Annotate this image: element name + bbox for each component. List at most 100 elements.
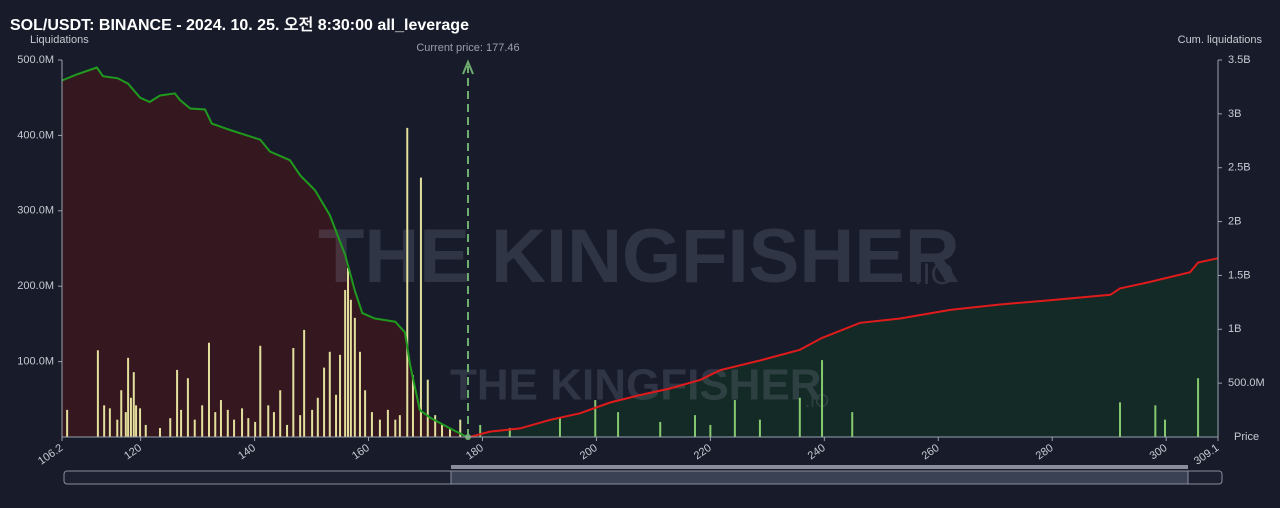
y2-axis-label: Cum. liquidations: [1178, 34, 1263, 46]
bar: [733, 400, 736, 437]
cumulative-line: [469, 257, 1219, 438]
bar: [508, 427, 511, 437]
bar: [286, 424, 289, 437]
bar: [132, 372, 135, 437]
bar: [394, 419, 397, 437]
scrollbar[interactable]: [63, 465, 1223, 485]
bar: [267, 405, 270, 437]
bar: [311, 409, 314, 437]
bar: [158, 427, 161, 437]
bar: [419, 177, 422, 437]
bar: [344, 289, 347, 437]
bar: [201, 405, 204, 437]
y2-tick-label: 1B: [1228, 323, 1241, 335]
bar: [186, 378, 189, 437]
bar: [96, 350, 99, 437]
bar: [144, 424, 147, 437]
bar: [558, 418, 561, 437]
bar: [758, 419, 761, 437]
bar: [233, 419, 236, 437]
bar: [798, 397, 801, 437]
bar: [448, 427, 451, 437]
y-axis-label: Liquidations: [30, 34, 89, 46]
bar: [207, 342, 210, 437]
bar: [129, 397, 132, 437]
bar: [349, 299, 352, 437]
scroll-grip[interactable]: [451, 465, 1188, 469]
bar: [434, 415, 437, 437]
bar: [303, 329, 306, 437]
x-axis-label: Price: [1234, 431, 1259, 443]
y2-tick-label: 2.5B: [1228, 162, 1251, 174]
bar: [1154, 405, 1157, 437]
cumulative-line: [61, 66, 468, 438]
bar: [364, 390, 367, 437]
bar: [176, 369, 179, 437]
bar: [323, 367, 326, 437]
y-tick-label: 500.0M: [17, 54, 54, 66]
scroll-thumb[interactable]: [450, 470, 1189, 485]
bar: [328, 351, 331, 437]
bar: [116, 419, 119, 437]
bar: [292, 348, 295, 437]
bar: [272, 412, 275, 437]
bar: [335, 394, 338, 437]
bar: [479, 424, 482, 437]
bar: [426, 379, 429, 437]
bar: [353, 317, 356, 437]
chart-title: SOL/USDT: BINANCE - 2024. 10. 25. 오전 8:3…: [10, 16, 469, 34]
bar: [851, 412, 854, 437]
bar: [1119, 402, 1122, 437]
bar: [193, 419, 196, 437]
bar: [180, 409, 183, 437]
watermark-text: THE KINGFISHER: [450, 361, 822, 410]
bar: [108, 408, 111, 437]
bar: [594, 400, 597, 437]
bar: [406, 127, 409, 438]
bar: [339, 354, 342, 437]
bar: [247, 418, 250, 437]
current-price-label: Current price: 177.46: [416, 42, 519, 54]
y2-tick-label: 3.5B: [1228, 54, 1251, 66]
y-tick-label: 200.0M: [17, 280, 54, 292]
bar: [617, 412, 620, 437]
current-price-arrow: [462, 59, 474, 75]
y-tick-label: 100.0M: [17, 356, 54, 368]
bar: [226, 409, 229, 437]
y2-tick-label: 500.0M: [1228, 377, 1265, 389]
bar: [386, 409, 389, 437]
bar: [254, 421, 257, 437]
y-tick-label: 300.0M: [17, 205, 54, 217]
bar: [279, 390, 282, 437]
bar: [169, 418, 172, 437]
area: [62, 67, 468, 437]
watermark-text: THE KINGFISHER: [318, 214, 960, 299]
bar: [135, 405, 138, 437]
bar: [441, 424, 444, 437]
bar: [316, 397, 319, 437]
bar: [378, 419, 381, 437]
bar: [66, 409, 69, 437]
bar: [821, 360, 824, 437]
bar: [219, 400, 222, 437]
bar: [120, 390, 123, 437]
y2-tick-label: 1.5B: [1228, 269, 1251, 281]
bar: [299, 415, 302, 437]
bar: [411, 375, 414, 437]
y2-tick-label: 3B: [1228, 108, 1241, 120]
bar: [459, 419, 462, 437]
bar: [214, 412, 217, 437]
bar: [127, 357, 130, 437]
bar: [347, 268, 350, 437]
watermark: THE KINGFISHER .IO THE KINGFISHER .IO: [318, 214, 960, 411]
bar: [241, 408, 244, 437]
bar: [659, 421, 662, 437]
bar: [103, 405, 106, 437]
bar: [358, 351, 361, 437]
y-tick-label: 400.0M: [17, 129, 54, 141]
bar: [259, 345, 262, 437]
watermark-suffix: .IO: [805, 391, 829, 411]
bar: [398, 415, 401, 437]
